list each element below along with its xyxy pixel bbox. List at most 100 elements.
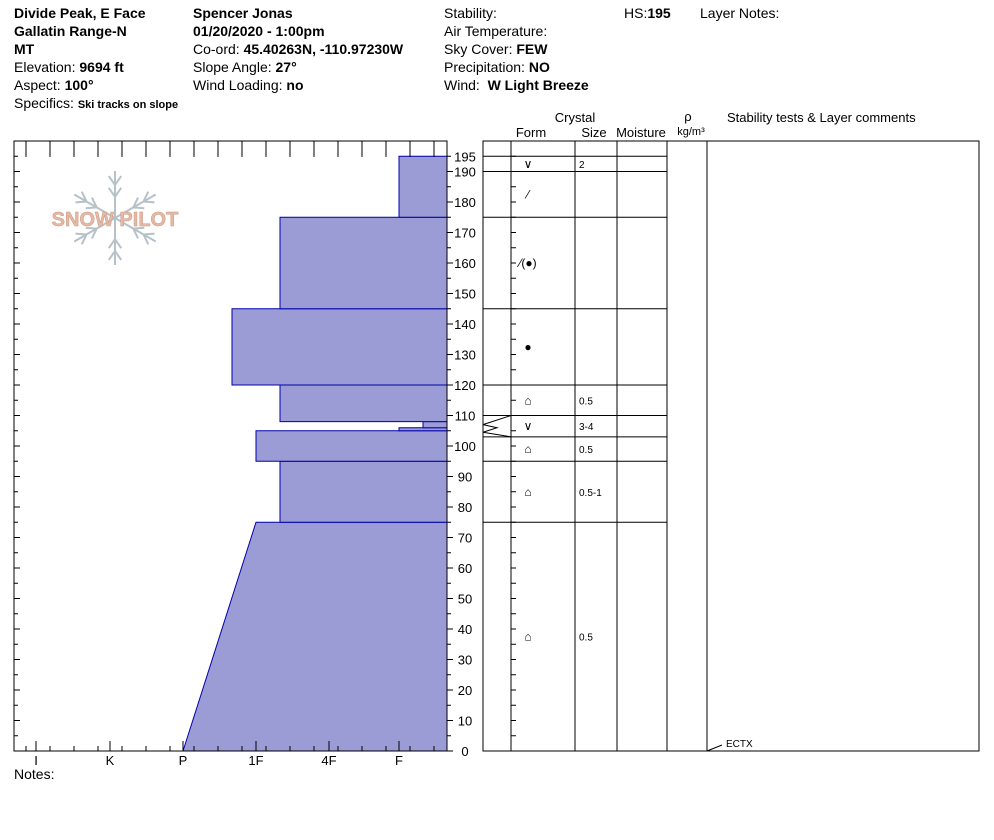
air-temp-label: Air Temperature: [444, 23, 548, 39]
flake-arm [73, 193, 116, 219]
depth-tick-label: 80 [458, 500, 472, 515]
location: Divide Peak, E Face [14, 5, 146, 21]
crystal-form-2: ⁄(●) [516, 256, 536, 270]
header-moisture: Moisture [616, 125, 666, 140]
logo-text: SNOW PILOT [52, 209, 179, 231]
hardness-tick-label: 1F [248, 753, 263, 768]
flake-branch [75, 232, 87, 236]
slope-value: 27° [275, 59, 297, 75]
crystal-size-6: 0.5 [579, 445, 593, 456]
hardness-layer-6 [231, 308, 448, 386]
hardness-layer-4 [422, 421, 448, 429]
depth-tick-label: 10 [458, 714, 472, 729]
flake-branch [75, 200, 87, 204]
flake-branch [143, 232, 155, 236]
flake-branch [133, 226, 145, 230]
slope-label: Slope Angle: [193, 59, 272, 75]
layer-notes-label: Layer Notes: [700, 5, 780, 21]
flake-arm [114, 217, 157, 243]
flake-branch [107, 175, 116, 186]
hs-value: 195 [647, 5, 671, 21]
state: MT [14, 41, 35, 57]
hardness-tick-label: F [395, 753, 403, 768]
depth-tick-label: 30 [458, 653, 472, 668]
depth-tick-label: 190 [454, 165, 476, 180]
snowpilot-logo: SNOW PILOT [51, 171, 179, 265]
header-size: Size [581, 125, 606, 140]
depth-tick-label: 180 [454, 195, 476, 210]
aspect-value: 100° [64, 77, 94, 93]
header-rho: ρ [684, 109, 691, 124]
hardness-tick-label: 4F [321, 753, 336, 768]
header-density-unit: kg/m³ [677, 126, 705, 138]
header-col1: Divide Peak, E Face Gallatin Range-N MT … [14, 4, 178, 114]
flake-branch [80, 191, 88, 202]
depth-tick-label: 60 [458, 561, 472, 576]
specifics-value: Ski tracks on slope [77, 99, 179, 111]
snowflake-icon [73, 171, 157, 265]
range: Gallatin Range-N [14, 23, 127, 39]
depth-tick-label: 120 [454, 378, 476, 393]
flake-branch [114, 187, 123, 198]
hardness-layer-7 [279, 216, 448, 310]
crystal-size-4: 0.5 [579, 396, 593, 407]
crystal-form-3: ● [524, 340, 531, 354]
flake-branch [107, 187, 116, 198]
wedge-lower [482, 431, 512, 438]
flake-branch [114, 250, 123, 261]
crystal-size-5: 3-4 [579, 422, 594, 433]
hardness-layer-5 [279, 384, 448, 423]
depth-tick-label: 195 [454, 149, 476, 164]
stability-tests: ECTX [706, 739, 753, 752]
flake-branch [91, 228, 98, 239]
flake-branch [91, 197, 98, 208]
notes-label: Notes: [14, 766, 55, 782]
chart-frames [13, 140, 980, 752]
coord-value: 45.40263N, -110.97230W [243, 41, 404, 57]
depth-tick-label: 40 [458, 622, 472, 637]
crystal-form-0: ∨ [524, 157, 533, 171]
depth-tick-label: 150 [454, 287, 476, 302]
wind-value: W Light Breeze [487, 77, 589, 93]
hardness-layer-2 [255, 430, 448, 462]
depth-tick-label: 50 [458, 592, 472, 607]
layer-table: ∨ 2 ⁄ ⁄(●) ● ⌂ 0.5 ∨ 3-4 ⌂ 0.5 ⌂ 0.5-1 ⌂ 0.5 [482, 155, 667, 644]
crystal-form-4: ⌂ [524, 393, 531, 407]
header-col3: Stability: Air Temperature: Sky Cover: F… [444, 4, 589, 94]
hardness-layer-8 [398, 155, 448, 218]
test-label-0: ECTX [726, 739, 753, 750]
crystal-form-7: ⌂ [524, 485, 531, 499]
wind-loading-label: Wind Loading: [193, 77, 283, 93]
flake-branch [143, 200, 155, 204]
crystal-size-7: 0.5-1 [579, 488, 602, 499]
depth-tick-label: 130 [454, 348, 476, 363]
test-pointer-0 [706, 744, 723, 752]
header-crystal: Crystal [555, 110, 596, 125]
crystal-form-1: ⁄ [524, 187, 531, 201]
precip-label: Precipitation: [444, 59, 525, 75]
flake-arm [114, 193, 157, 219]
crystal-size-8: 0.5 [579, 633, 593, 644]
wind-loading-value: no [286, 77, 304, 93]
hardness-tick-label: P [179, 753, 188, 768]
table-headers: Crystal Form Size Moisture ρ kg/m³ Stabi… [516, 109, 916, 140]
hardness-tick-label: I [34, 753, 38, 768]
depth-tick-label: 100 [454, 439, 476, 454]
depth-tick-label: 70 [458, 531, 472, 546]
hardness-layer-0 [182, 521, 448, 752]
hs-label: HS: [624, 5, 648, 21]
depth-tick-label: 160 [454, 256, 476, 271]
sky-label: Sky Cover: [444, 41, 513, 57]
observer: Spencer Jonas [193, 5, 293, 21]
depth-tick-label: 20 [458, 683, 472, 698]
crystal-form-6: ⌂ [524, 442, 531, 456]
hs-block: HS:195 [624, 4, 671, 22]
wedge-tip [482, 424, 499, 433]
wedge-upper [482, 415, 512, 426]
flake-branch [85, 226, 97, 230]
depth-tick-label: 170 [454, 226, 476, 241]
stability-label: Stability: [444, 5, 497, 21]
datetime: 01/20/2020 - 1:00pm [193, 23, 325, 39]
header-form: Form [516, 125, 546, 140]
flake-branch [107, 250, 116, 261]
